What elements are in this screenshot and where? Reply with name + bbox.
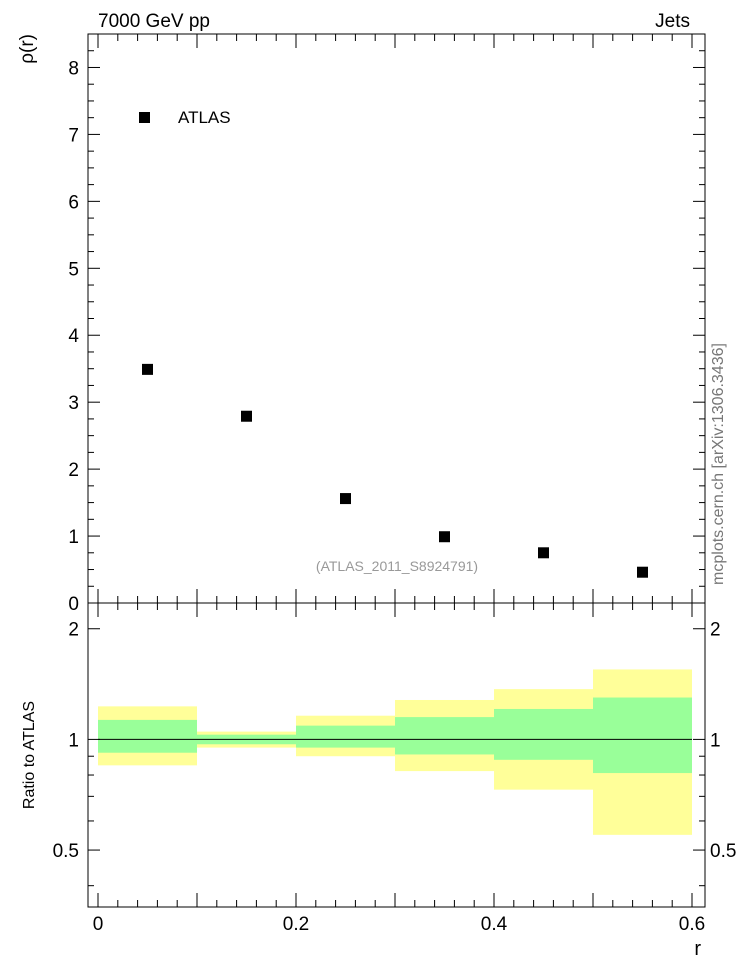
main-y-axis-label: ρ(r) <box>17 34 38 64</box>
data-point <box>538 547 549 559</box>
data-point <box>142 363 153 375</box>
ratio-y-tick-label: 1 <box>68 730 79 751</box>
data-point <box>439 531 450 543</box>
stat-uncertainty-band <box>296 725 395 748</box>
ratio-y-tick-label-right: 0.5 <box>710 841 736 862</box>
data-point <box>340 493 351 505</box>
main-y-tick-label: 4 <box>68 326 79 347</box>
ratio-y-tick-label-right: 1 <box>710 730 721 751</box>
legend-label-atlas: ATLAS <box>178 108 231 127</box>
main-y-tick-label: 5 <box>68 259 79 280</box>
data-point <box>241 410 252 422</box>
ratio-y-tick-label: 2 <box>68 620 79 641</box>
ratio-plot-frame <box>87 602 706 908</box>
x-axis-label: r <box>694 938 701 960</box>
header-right-label: Jets <box>655 11 690 32</box>
main-y-tick-label: 6 <box>68 192 79 213</box>
main-y-tick-label: 2 <box>68 460 79 481</box>
ratio-y-tick-label-right: 2 <box>710 620 721 641</box>
stat-uncertainty-band <box>395 717 494 755</box>
header-left-label: 7000 GeV pp <box>98 11 210 32</box>
x-tick-label: 0.2 <box>283 914 309 935</box>
ratio-y-tick-label: 0.5 <box>53 841 79 862</box>
x-tick-label: 0 <box>93 914 104 935</box>
x-tick-label: 0.6 <box>679 914 705 935</box>
ratio-y-axis-label: Ratio to ATLAS <box>21 701 38 809</box>
x-tick-label: 0.4 <box>481 914 508 935</box>
ratio-plot: 0.5 0.5 1 1 2 2 0 0.2 0.4 0.6 Ratio to ATLAS r <box>21 602 736 960</box>
legend-marker-atlas <box>139 112 150 123</box>
data-point <box>637 566 648 578</box>
stat-uncertainty-band <box>98 719 197 753</box>
main-y-tick-label: 3 <box>68 393 79 414</box>
side-credit-label: mcplots.cern.ch [arXiv:1306.3436] <box>710 343 727 585</box>
main-plot: 0 1 2 3 4 5 6 7 8 ρ(r) ATLAS (ATLAS_2011_S8924791) <box>17 33 706 615</box>
main-y-tick-label: 0 <box>68 594 79 615</box>
stat-uncertainty-band <box>593 697 692 774</box>
main-y-tick-label: 1 <box>68 527 79 548</box>
legend: ATLAS <box>139 108 231 127</box>
stat-uncertainty-band <box>494 708 593 760</box>
analysis-id-label: (ATLAS_2011_S8924791) <box>316 558 478 574</box>
main-y-tick-label: 7 <box>68 125 79 146</box>
main-y-tick-label: 8 <box>68 58 79 79</box>
